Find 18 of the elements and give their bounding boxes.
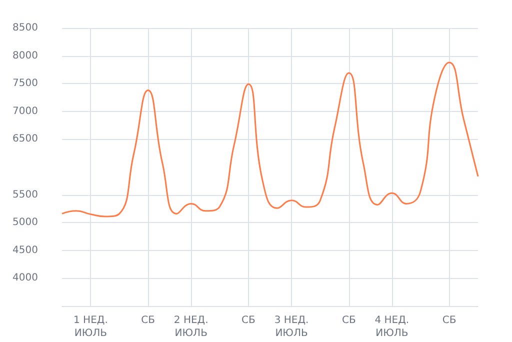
y-tick-label: 7500: [12, 78, 38, 90]
x-tick-label: СБ: [242, 315, 256, 326]
y-tick-label: 4000: [12, 272, 38, 284]
line-series: [61, 62, 479, 218]
x-tick-label: 4 НЕД. ИЮЛЬ: [374, 315, 410, 339]
y-tick-label: 8000: [12, 50, 38, 62]
y-tick-label: 5500: [12, 189, 38, 200]
y-tick-label: 5000: [12, 217, 38, 228]
x-tick-label: СБ: [442, 315, 456, 326]
x-tick-label: 2 НЕД. ИЮЛЬ: [174, 315, 208, 339]
x-tick-label: 1 НЕД. ИЮЛЬ: [74, 315, 108, 339]
x-tick-label: СБ: [342, 315, 356, 326]
x-tick-label: 3 НЕД. ИЮЛЬ: [274, 315, 309, 339]
y-tick-label: 6500: [12, 134, 38, 145]
x-tick-label: СБ: [141, 315, 156, 326]
y-tick-label: 4500: [12, 244, 38, 256]
y-tick-label: 7000: [12, 106, 38, 117]
y-tick-label: 8500: [12, 22, 38, 34]
